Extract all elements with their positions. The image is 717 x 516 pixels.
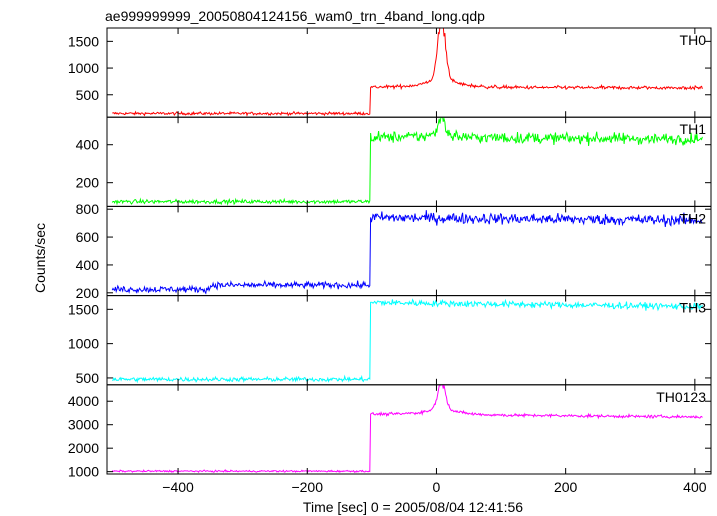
x-tick-label: 400 — [683, 479, 707, 495]
y-tick-label: 800 — [76, 201, 100, 217]
x-tick-label: 200 — [554, 479, 578, 495]
y-tick-label: 200 — [76, 175, 100, 191]
y-tick-label: 1500 — [68, 301, 99, 317]
y-tick-label: 500 — [76, 87, 100, 103]
panel-th1: 200 400 TH1 — [76, 116, 712, 207]
y-tick-label: 400 — [76, 257, 100, 273]
series-line-th2 — [111, 210, 703, 295]
y-tick-label: 1000 — [68, 336, 99, 352]
x-tick-label: 0 — [433, 479, 441, 495]
x-axis: −400 −200 0 200 400 — [162, 479, 706, 495]
panel-th0: 500 1000 1500 TH0 — [68, 27, 712, 118]
panel-frame — [106, 116, 712, 207]
panel-label-th3: TH3 — [680, 300, 707, 316]
panel-th2: 200 400 600 800 TH2 — [76, 201, 712, 301]
series-line-th0123 — [111, 384, 703, 474]
x-axis-label: Time [sec] 0 = 2005/08/04 12:41:56 — [303, 499, 523, 515]
y-tick-label: 3000 — [68, 417, 99, 433]
panels: 500 1000 1500 TH0 200 400 TH1 200 400 600 800 TH2 50… — [68, 27, 712, 480]
chart-title: ae999999999_20050804124156_wam0_trn_4ban… — [105, 8, 485, 24]
panel-label-th1: TH1 — [680, 121, 707, 137]
panel-frame — [106, 295, 712, 386]
y-tick-label: 400 — [76, 137, 100, 153]
panel-th3: 500 1000 1500 TH3 — [68, 295, 712, 386]
panel-label-th0: TH0 — [680, 32, 707, 48]
y-tick-label: 1000 — [68, 60, 99, 76]
panel-frame — [106, 27, 712, 118]
y-tick-label: 200 — [76, 285, 100, 301]
y-axis-label: Counts/sec — [32, 223, 48, 293]
series-line-th1 — [111, 117, 703, 207]
y-tick-label: 2000 — [68, 440, 99, 456]
x-tick-label: −400 — [162, 479, 194, 495]
series-line-th0 — [112, 28, 703, 117]
panel-frame — [106, 384, 712, 475]
y-tick-label: 1000 — [68, 464, 99, 480]
x-tick-label: −200 — [291, 479, 323, 495]
y-tick-label: 600 — [76, 229, 100, 245]
y-tick-label: 1500 — [68, 33, 99, 49]
y-tick-label: 500 — [76, 370, 100, 386]
panel-label-th2: TH2 — [680, 210, 707, 226]
panel-label-th0123: TH0123 — [656, 389, 706, 405]
y-tick-label: 4000 — [68, 393, 99, 409]
panel-th0123: 1000 2000 3000 4000 TH0123 — [68, 384, 712, 480]
series-line-th3 — [112, 298, 703, 384]
